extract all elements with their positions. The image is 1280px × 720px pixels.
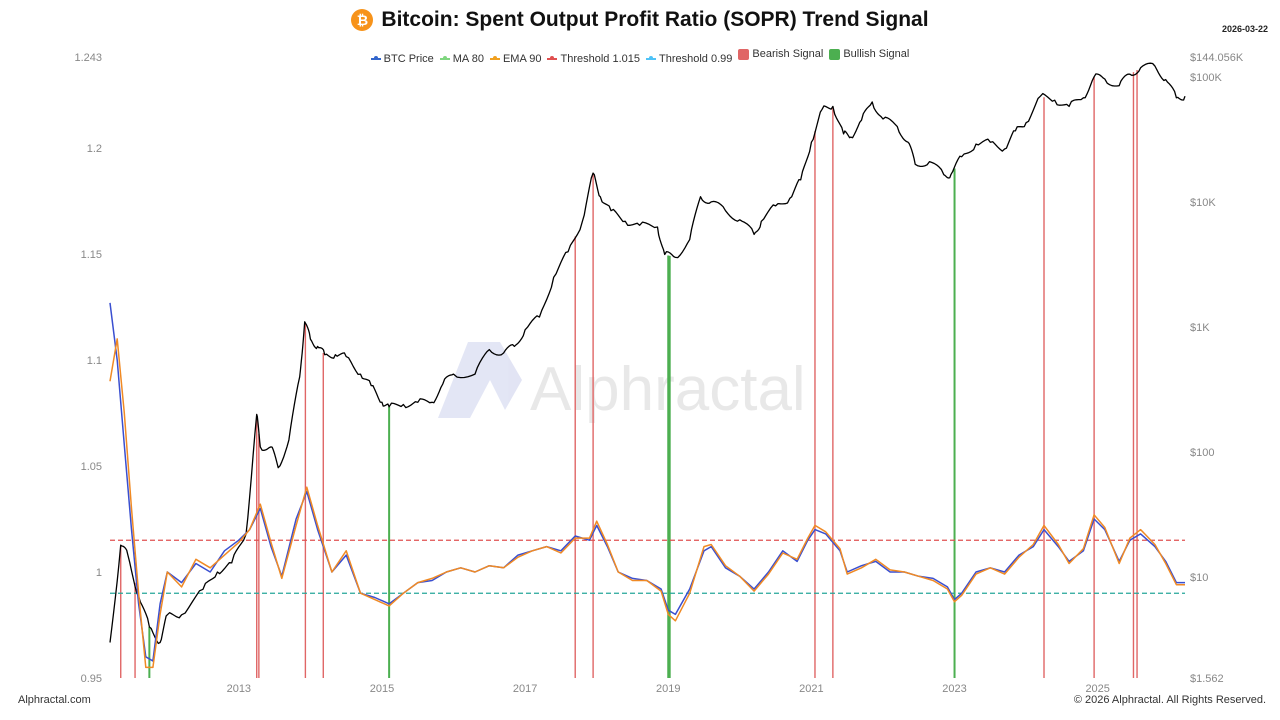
- legend-label: Threshold 0.99: [658, 52, 733, 65]
- legend-label: Bearish Signal: [752, 48, 824, 60]
- legend-label: Threshold 1.015: [560, 52, 640, 65]
- y-right-tick-label: $100: [1190, 447, 1214, 459]
- btc-price-line: [109, 62, 1186, 645]
- chart-legend: BTC Price MA 80 EMA 90 Threshold 1.015 Thres…: [0, 48, 1280, 65]
- legend-item[interactable]: Threshold 0.99: [645, 52, 733, 65]
- y-left-tick-label: 0.95: [81, 673, 102, 685]
- sopr-ema-line: [109, 338, 1185, 669]
- y-left-tick-label: 1.243: [74, 52, 102, 64]
- y-right-tick-label: $100K: [1190, 72, 1222, 84]
- legend-swatch-line: [645, 55, 656, 60]
- title-wrap: ₿ Bitcoin: Spent Output Profit Ratio (SO…: [351, 8, 929, 32]
- chart-header: ₿ Bitcoin: Spent Output Profit Ratio (SO…: [0, 8, 1280, 38]
- x-tick-label: 2023: [942, 683, 966, 695]
- legend-item[interactable]: MA 80: [439, 52, 484, 65]
- watermark: Alphractal: [438, 342, 806, 424]
- footer-site: Alphractal.com: [18, 694, 91, 706]
- chart-title: Bitcoin: Spent Output Profit Ratio (SOPR…: [381, 8, 929, 31]
- footer-copyright: © 2026 Alphractal. All Rights Reserved.: [1073, 694, 1266, 706]
- y-left-tick-label: 1.05: [81, 461, 102, 473]
- y-left-tick-label: 1.2: [87, 143, 102, 155]
- x-tick-label: 2025: [1085, 683, 1109, 695]
- legend-swatch-line: [489, 55, 500, 60]
- legend-swatch-rect: [829, 48, 841, 60]
- x-tick-label: 2019: [656, 683, 680, 695]
- legend-swatch-line: [370, 55, 381, 60]
- y-right-tick-label: $1K: [1190, 322, 1210, 334]
- chart-date: 2026-03-22: [1221, 24, 1268, 34]
- y-left-tick-label: 1.1: [87, 355, 102, 367]
- y-left-tick-label: 1.15: [81, 249, 102, 261]
- legend-item[interactable]: EMA 90: [489, 52, 542, 65]
- legend-label: BTC Price: [383, 52, 434, 65]
- y-right-tick-label: $10: [1190, 572, 1208, 584]
- legend-swatch-line: [547, 55, 558, 60]
- legend-item[interactable]: Threshold 1.015: [547, 53, 640, 65]
- legend-swatch-line: [439, 55, 450, 60]
- x-tick-label: 2015: [370, 683, 394, 695]
- legend-label: Bullish Signal: [843, 48, 910, 60]
- y-left-tick-label: 1: [96, 567, 102, 579]
- y-right-tick-label: $1.562: [1190, 673, 1224, 685]
- y-right-tick-label: $10K: [1190, 197, 1216, 209]
- legend-item[interactable]: Bearish Signal: [738, 48, 823, 60]
- x-tick-label: 2013: [227, 683, 251, 695]
- legend-item[interactable]: Bullish Signal: [829, 48, 909, 60]
- y-right-tick-label: $144.056K: [1190, 52, 1244, 64]
- x-tick-label: 2017: [513, 683, 537, 695]
- legend-item[interactable]: BTC Price: [370, 52, 434, 65]
- legend-swatch-rect: [738, 48, 750, 60]
- bitcoin-icon: ₿: [351, 9, 374, 31]
- legend-label: MA 80: [452, 52, 484, 65]
- watermark-logo-icon: [438, 342, 522, 418]
- x-tick-label: 2021: [799, 683, 823, 695]
- legend-label: EMA 90: [502, 52, 542, 65]
